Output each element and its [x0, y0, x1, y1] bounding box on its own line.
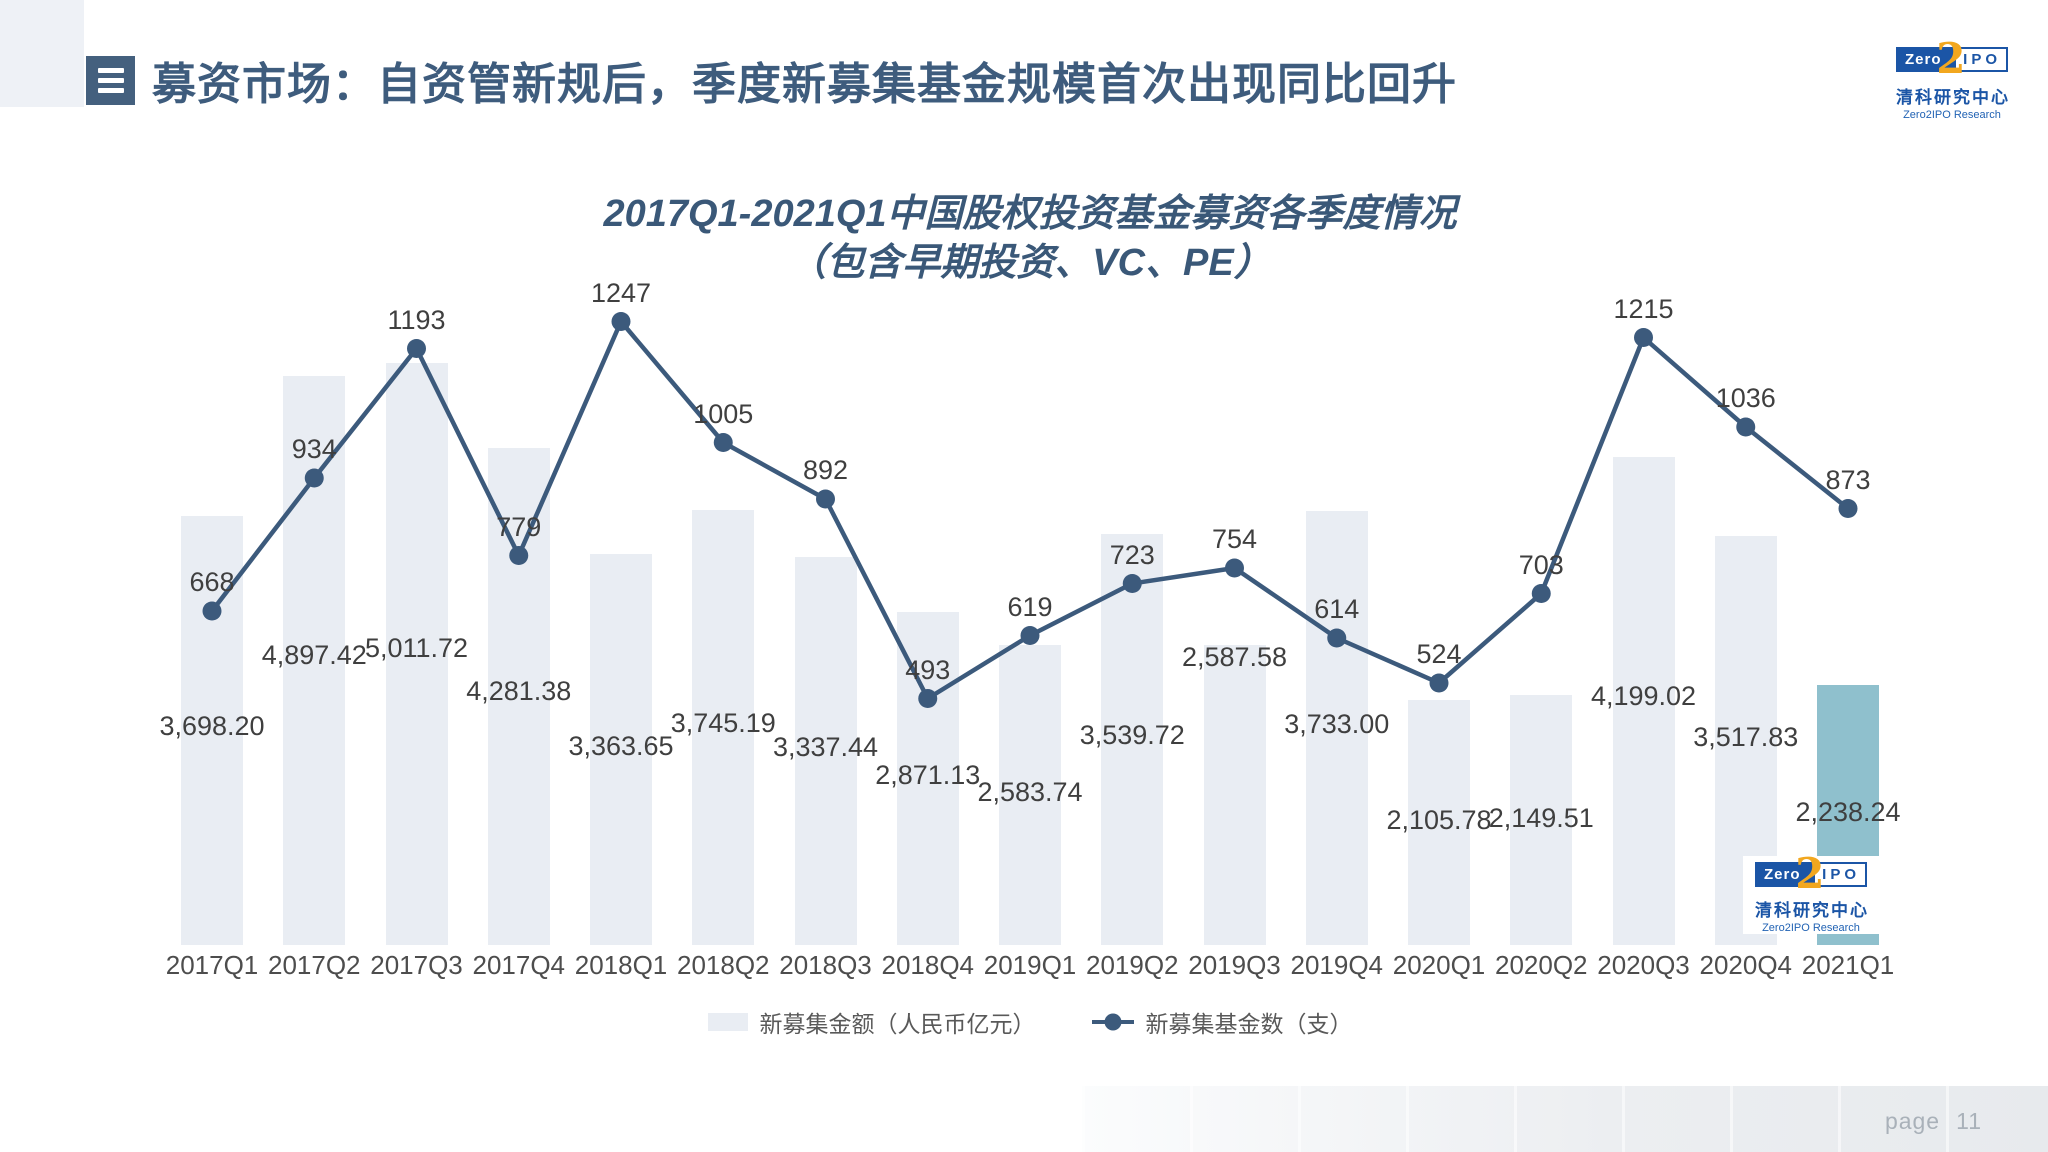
- page-label: page: [1884, 1108, 1941, 1134]
- watermark-logo-en-name: Zero2IPO Research: [1762, 922, 1860, 934]
- list-bullet-icon: [86, 56, 135, 105]
- legend-swatch-line: [1091, 1013, 1134, 1031]
- bar-2020Q2: [1510, 695, 1573, 945]
- watermark-panel: Zero IPO 2 清科研究中心 Zero2IPO Research: [1743, 853, 1879, 934]
- bar-2018Q4: [896, 611, 959, 945]
- legend-swatch-line-dot: [1104, 1013, 1121, 1031]
- bar-2019Q4: [1305, 511, 1368, 945]
- brand-logo-wordmark: Zero IPO 2: [1896, 38, 2008, 80]
- bar-2020Q1: [1408, 700, 1470, 945]
- page-indicator: page 11: [1885, 1108, 1982, 1135]
- bar-2019Q1: [999, 644, 1061, 945]
- brand-logo-en-name: Zero2IPO Research: [1903, 109, 2001, 121]
- watermark-logo-zero: Zero: [1757, 864, 1816, 885]
- watermark-logo-two: 2: [1795, 849, 1825, 898]
- bar-2019Q3: [1203, 644, 1266, 945]
- bar-2020Q3: [1612, 457, 1675, 945]
- bar-2017Q4: [487, 447, 550, 945]
- watermark-logo-cn-name: 清科研究中心: [1755, 901, 1869, 920]
- corner-accent: [0, 0, 84, 107]
- bar-2017Q1: [181, 515, 243, 945]
- chart-title-line1: 2017Q1-2021Q1中国股权投资基金募资各季度情况: [603, 193, 1457, 235]
- bar-2019Q2: [1101, 533, 1164, 945]
- legend-item-amount: 新募集金额（人民币亿元）: [707, 1005, 1036, 1039]
- chart-title-line2: （包含早期投资、VC、PE）: [788, 241, 1272, 284]
- legend-label-count: 新募集基金数（支）: [1145, 1011, 1353, 1037]
- brand-logo-cn-name: 清科研究中心: [1896, 88, 2010, 107]
- legend-item-count: 新募集基金数（支）: [1091, 1005, 1353, 1039]
- legend: 新募集金额（人民币亿元） 新募集基金数（支）: [160, 1005, 1900, 1039]
- watermark-logo: Zero IPO 2 清科研究中心 Zero2IPO Research: [1755, 853, 1869, 934]
- page-number: 11: [1956, 1108, 1982, 1134]
- footer-strip: page 11: [1082, 1086, 2048, 1152]
- bar-2017Q3: [385, 363, 448, 945]
- bar-2018Q2: [692, 510, 755, 945]
- watermark-logo-ipo: IPO: [1822, 866, 1860, 883]
- watermark-logo-wordmark: Zero IPO 2: [1755, 853, 1867, 895]
- bar-2018Q3: [794, 557, 857, 945]
- brand-logo-ipo: IPO: [1963, 51, 2001, 68]
- page-title: 募资市场：自资管新规后，季度新募集基金规模首次出现同比回升: [152, 60, 1457, 109]
- list-bullet-line: [97, 68, 124, 73]
- chart-title: 2017Q1-2021Q1中国股权投资基金募资各季度情况 （包含早期投资、VC、…: [160, 190, 1900, 287]
- list-bullet-line: [97, 78, 124, 83]
- legend-swatch-bar: [707, 1013, 748, 1031]
- bar-2018Q1: [590, 554, 652, 945]
- brand-logo-two: 2: [1936, 34, 1966, 83]
- brand-logo: Zero IPO 2 清科研究中心 Zero2IPO Research: [1896, 38, 2010, 121]
- list-bullet-line: [97, 88, 124, 93]
- brand-logo-zero: Zero: [1898, 49, 1957, 70]
- legend-label-amount: 新募集金额（人民币亿元）: [759, 1011, 1036, 1037]
- bar-2017Q2: [283, 376, 346, 945]
